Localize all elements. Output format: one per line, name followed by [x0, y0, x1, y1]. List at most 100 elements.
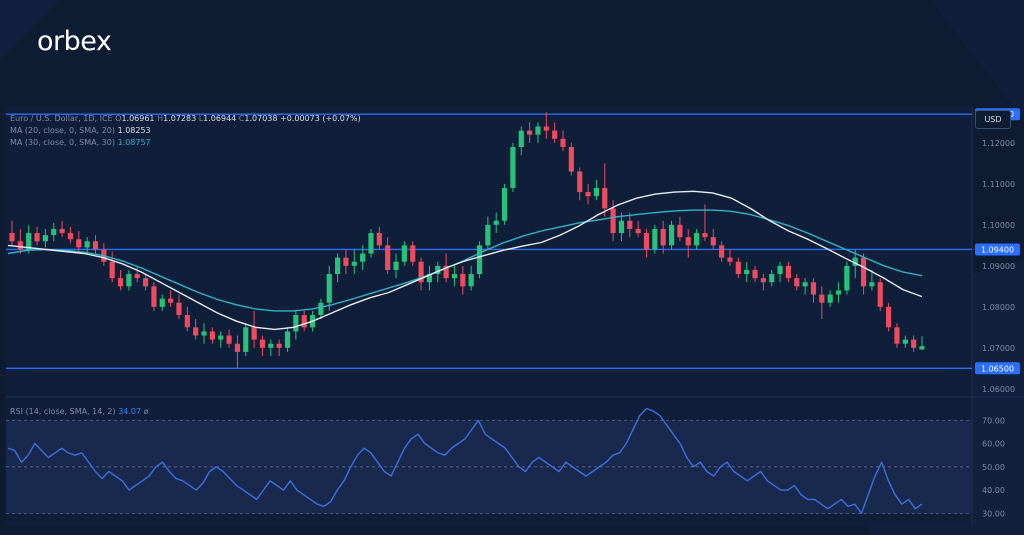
legend-change: +0.00073 (+0.07%) — [280, 114, 361, 123]
ma20-line — [7, 190, 923, 331]
candle-body — [476, 245, 483, 275]
candle-body — [710, 237, 716, 246]
candle-body — [668, 224, 675, 246]
legend-ma20-label: MA (20, close, 0, SMA, 20) — [10, 126, 116, 135]
rsi-tick-label: 70.00 — [982, 416, 1005, 425]
candle-body — [518, 130, 524, 147]
candle-body — [226, 335, 232, 344]
legend-ohlc-value-o: 1.06961 — [121, 114, 158, 123]
legend-ma30-label: MA (30, close, 0, SMA, 30) — [10, 138, 116, 147]
candle-body — [510, 146, 516, 188]
candle-body — [894, 327, 900, 344]
legend-ohlc-value-c: 1.07038 — [244, 114, 281, 123]
candle-body — [84, 241, 90, 248]
candle-body — [176, 302, 182, 316]
legend-ohlc-value-h: 1.07283 — [163, 114, 199, 123]
candle-body — [693, 233, 700, 246]
orbex-logo: orbex — [37, 26, 112, 57]
candle-body — [335, 257, 341, 275]
candle-body — [911, 339, 917, 348]
candle-body — [201, 331, 207, 336]
candle-body — [602, 187, 608, 209]
rsi-tick-label: 60.00 — [982, 440, 1005, 449]
candle-body — [251, 327, 257, 340]
candle-body — [552, 130, 558, 139]
candle-body — [59, 228, 65, 234]
candle-body — [418, 261, 424, 283]
candle-body — [560, 138, 566, 147]
candle-body — [385, 245, 391, 270]
candle-body — [744, 269, 750, 275]
candle-body — [635, 228, 641, 234]
candle-body — [835, 290, 842, 295]
candle-body — [209, 331, 215, 340]
candle-body — [660, 228, 666, 246]
candle-body — [493, 220, 499, 225]
candle-body — [919, 346, 925, 350]
candle-body — [627, 220, 633, 229]
candle-body — [852, 257, 858, 266]
ma30-line — [7, 209, 923, 312]
candle-body — [218, 335, 224, 340]
legend-ohlc-key-c: C — [238, 114, 245, 123]
candle-body — [109, 261, 115, 279]
candle-body — [760, 278, 766, 283]
candle-body — [26, 233, 32, 250]
rsi-line — [7, 407, 923, 515]
candle-body — [794, 278, 800, 287]
candle-body — [268, 343, 274, 348]
candle-body — [284, 331, 291, 348]
legend-rsi-extra: ø — [143, 407, 149, 416]
candle-body — [126, 274, 132, 287]
candle-body — [184, 315, 190, 328]
price-tick-label: 1.07000 — [982, 344, 1015, 353]
rsi-tick-label: 40.00 — [982, 486, 1005, 495]
candle-body — [435, 265, 441, 275]
candle-body — [451, 274, 458, 279]
candle-body — [9, 233, 15, 242]
candle-body — [877, 282, 883, 307]
candle-body — [769, 274, 775, 283]
candle-body — [618, 220, 625, 234]
candle-body — [543, 126, 549, 131]
currency-selector[interactable]: USD — [975, 110, 1011, 129]
candle-body — [902, 339, 908, 344]
candle-body — [819, 294, 825, 303]
candle-body — [643, 233, 650, 250]
legend-symbol-row: Euro / U.S. Dollar, 1D, ICE O1.06961 H1.… — [10, 114, 361, 123]
candle-body — [535, 126, 541, 135]
legend-ohlc-key-h: H — [157, 114, 164, 123]
candle-body — [76, 239, 82, 248]
legend-rsi-value: 34.07 — [118, 407, 142, 416]
candle-body — [501, 187, 508, 221]
candle-body — [343, 257, 349, 266]
candle-body — [577, 171, 583, 193]
level-label-box — [975, 243, 1020, 256]
candle-body — [860, 257, 867, 287]
candle-body — [193, 327, 199, 336]
candle-body — [677, 224, 683, 238]
candle-body — [51, 228, 57, 236]
candle-body — [368, 233, 374, 254]
candle-body — [276, 343, 282, 348]
candle-body — [234, 343, 241, 352]
price-tick-label: 1.09000 — [982, 262, 1015, 271]
legend-rsi-row: RSI (14, close, SMA, 14, 2) 34.07 ø — [10, 407, 149, 416]
candle-body — [159, 298, 165, 307]
candle-body — [844, 265, 850, 291]
price-tick-label: 1.10000 — [982, 221, 1015, 230]
candle-body — [802, 282, 808, 287]
candle-body — [117, 278, 124, 287]
candle-body — [360, 253, 366, 262]
candle-body — [727, 257, 733, 262]
candle-body — [92, 241, 99, 250]
candle-body — [42, 235, 48, 242]
candle-body — [485, 224, 491, 246]
candle-body — [243, 327, 249, 352]
candle-body — [593, 187, 599, 197]
price-pane — [6, 106, 972, 397]
candle-body — [318, 302, 324, 316]
candle-body — [719, 245, 725, 258]
candle-body — [293, 315, 299, 332]
